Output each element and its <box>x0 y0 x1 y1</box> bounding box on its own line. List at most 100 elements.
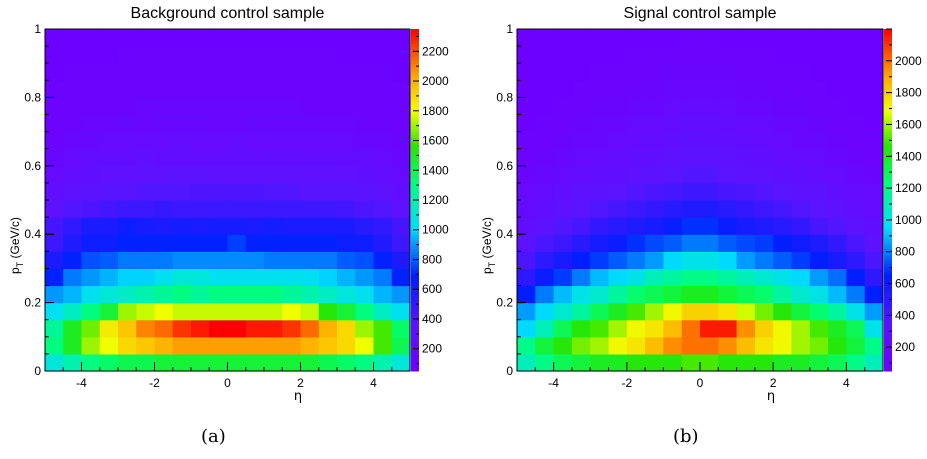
heatmap-cell <box>773 114 793 133</box>
color-bar-segment <box>411 157 419 161</box>
color-bar-segment <box>411 137 419 141</box>
heatmap-cell <box>773 148 793 167</box>
heatmap-cell <box>136 165 156 184</box>
heatmap-cell <box>245 336 265 355</box>
color-bar-tick-label: 1200 <box>895 181 922 195</box>
heatmap-cell <box>355 46 375 64</box>
heatmap-cell <box>571 285 591 304</box>
heatmap-cell <box>754 251 774 269</box>
heatmap-cell <box>227 353 247 372</box>
heatmap-cell <box>791 302 811 321</box>
heatmap-cell <box>300 182 320 201</box>
heatmap-cell <box>118 200 137 218</box>
heatmap-cell <box>81 46 101 64</box>
color-bar-segment <box>411 43 419 47</box>
heatmap-cell <box>754 336 774 355</box>
heatmap-cell <box>118 29 137 47</box>
heatmap-cell <box>282 251 302 269</box>
heatmap-cell <box>391 182 411 201</box>
heatmap-cell <box>81 148 101 167</box>
heatmap-cell <box>626 131 646 150</box>
heatmap-cell <box>718 114 738 133</box>
heatmap-cell <box>791 217 811 235</box>
heatmap-cell <box>300 285 320 304</box>
heatmap-cell <box>282 336 302 355</box>
heatmap-cell <box>626 182 646 201</box>
heatmap-cell <box>663 302 683 321</box>
heatmap-cell <box>355 285 375 304</box>
color-bar-segment <box>884 114 892 118</box>
heatmap-cell <box>318 29 338 47</box>
heatmap-cell <box>571 165 591 184</box>
heatmap-cell <box>99 251 119 269</box>
heatmap-cell <box>645 353 664 372</box>
heatmap-cell <box>300 29 320 47</box>
heatmap-cell <box>373 29 393 47</box>
heatmap-cell <box>337 200 356 218</box>
heatmap-cell <box>517 251 536 269</box>
color-bar-segment <box>884 228 892 232</box>
heatmap-cell <box>590 336 610 355</box>
heatmap-cell <box>571 268 591 287</box>
heatmap-cell <box>227 200 247 218</box>
heatmap-cell <box>626 336 646 355</box>
heatmap-cell <box>227 131 247 150</box>
color-bar-tick-label: 1800 <box>895 86 922 100</box>
heatmap-cell <box>626 353 646 372</box>
heatmap-cell <box>81 131 101 150</box>
heatmap-cell <box>809 251 829 269</box>
heatmap-cell <box>681 97 701 116</box>
heatmap-cell <box>828 319 847 338</box>
heatmap-cell <box>355 200 375 218</box>
color-bar-segment <box>411 197 419 201</box>
heatmap-cell <box>846 131 866 150</box>
y-axis: 0 0.2 0.4 0.6 0.8 1 pT (GeV/c) <box>8 22 54 378</box>
heatmap-cell <box>227 80 247 98</box>
color-bar-segment <box>884 157 892 161</box>
color-bar-segment <box>884 265 892 269</box>
heatmap-cell <box>99 319 119 338</box>
heatmap-cell <box>81 63 101 81</box>
heatmap-cell <box>264 285 283 304</box>
color-bar-segment <box>884 362 892 366</box>
heatmap-cell <box>245 114 265 133</box>
heatmap-cell <box>209 46 229 64</box>
heatmap-cell <box>791 97 811 116</box>
heatmap-cell <box>846 148 866 167</box>
color-bar-segment <box>884 108 892 113</box>
heatmap-cell <box>736 114 756 133</box>
heatmap-cell <box>846 165 866 184</box>
color-bar-segment <box>884 60 892 64</box>
heatmap-cell <box>681 80 701 98</box>
color-bar-segment <box>884 174 892 178</box>
color-bar-segment <box>884 43 892 47</box>
color-bar-segment <box>884 63 892 67</box>
heatmap-cell <box>282 80 302 98</box>
heatmap-cell <box>791 353 811 372</box>
color-bar-segment <box>884 111 892 115</box>
heatmap-cell <box>718 80 738 98</box>
heatmap-cell <box>700 131 719 150</box>
heatmap-cell <box>191 114 210 133</box>
color-bar-segment <box>884 97 892 101</box>
color-bar-segment <box>411 71 419 76</box>
heatmap-cell <box>337 319 356 338</box>
x-axis-label: η <box>767 389 775 404</box>
heatmap-cell <box>736 251 756 269</box>
heatmap-cell <box>282 319 302 338</box>
heatmap-cell <box>154 148 174 167</box>
heatmap-cell <box>373 46 393 64</box>
heatmap-cell <box>191 234 210 252</box>
heatmap-cell <box>828 165 847 184</box>
heatmap-cell <box>355 80 375 98</box>
heatmap-cell <box>535 114 555 133</box>
heatmap-cell <box>608 234 628 252</box>
heatmap-cell <box>626 285 646 304</box>
heatmap-cell <box>282 285 302 304</box>
color-bar-segment <box>884 51 892 56</box>
heatmap-cell <box>318 353 338 372</box>
heatmap-cell <box>700 353 719 372</box>
x-tick-label: -4 <box>548 376 559 390</box>
color-bar-segment <box>411 237 419 241</box>
heatmap-cell <box>846 80 866 98</box>
